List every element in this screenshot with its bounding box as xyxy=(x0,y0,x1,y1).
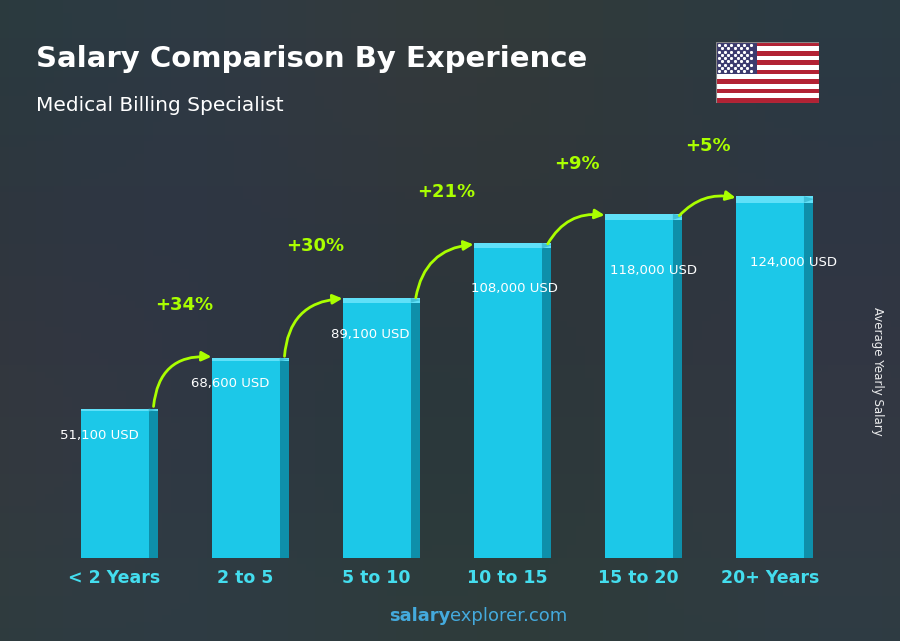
Text: 118,000 USD: 118,000 USD xyxy=(610,263,697,277)
Bar xyxy=(716,56,819,60)
Text: +5%: +5% xyxy=(685,137,731,155)
Bar xyxy=(736,196,813,203)
Bar xyxy=(473,249,542,558)
Text: 108,000 USD: 108,000 USD xyxy=(471,283,558,296)
Polygon shape xyxy=(280,358,289,362)
Bar xyxy=(81,412,148,558)
Bar xyxy=(716,65,819,70)
Text: +34%: +34% xyxy=(155,296,212,314)
Text: 68,600 USD: 68,600 USD xyxy=(191,377,269,390)
Bar xyxy=(280,362,289,558)
Polygon shape xyxy=(542,243,551,249)
Polygon shape xyxy=(673,213,682,220)
Bar xyxy=(81,409,158,412)
Bar xyxy=(716,42,757,74)
Bar xyxy=(605,213,682,220)
Bar xyxy=(148,412,157,558)
Text: salary: salary xyxy=(389,607,450,625)
Bar xyxy=(716,98,819,103)
Bar xyxy=(343,303,410,558)
Bar xyxy=(212,362,280,558)
Bar xyxy=(716,51,819,56)
Bar xyxy=(716,42,819,46)
Bar xyxy=(716,84,819,88)
Bar xyxy=(716,60,819,65)
Bar xyxy=(343,298,420,303)
Text: explorer.com: explorer.com xyxy=(450,607,567,625)
Polygon shape xyxy=(410,298,420,303)
Bar xyxy=(212,358,289,362)
Text: 89,100 USD: 89,100 USD xyxy=(331,328,410,341)
Text: Salary Comparison By Experience: Salary Comparison By Experience xyxy=(36,45,587,73)
Bar xyxy=(736,203,804,558)
Bar xyxy=(716,79,819,84)
Bar xyxy=(804,203,813,558)
Bar xyxy=(716,46,819,51)
Bar xyxy=(716,88,819,93)
Bar xyxy=(473,243,551,249)
Bar xyxy=(716,74,819,79)
Text: 51,100 USD: 51,100 USD xyxy=(59,429,139,442)
Text: +9%: +9% xyxy=(554,154,599,172)
Text: +30%: +30% xyxy=(285,237,344,255)
Bar xyxy=(542,249,551,558)
Bar xyxy=(410,303,420,558)
Text: Average Yearly Salary: Average Yearly Salary xyxy=(871,308,884,436)
Text: +21%: +21% xyxy=(417,183,475,201)
Bar xyxy=(605,220,673,558)
Bar xyxy=(673,220,682,558)
Polygon shape xyxy=(804,196,813,203)
Text: Medical Billing Specialist: Medical Billing Specialist xyxy=(36,96,284,115)
Bar xyxy=(716,93,819,98)
Polygon shape xyxy=(148,409,157,412)
Bar xyxy=(716,70,819,74)
Text: 124,000 USD: 124,000 USD xyxy=(751,256,837,269)
